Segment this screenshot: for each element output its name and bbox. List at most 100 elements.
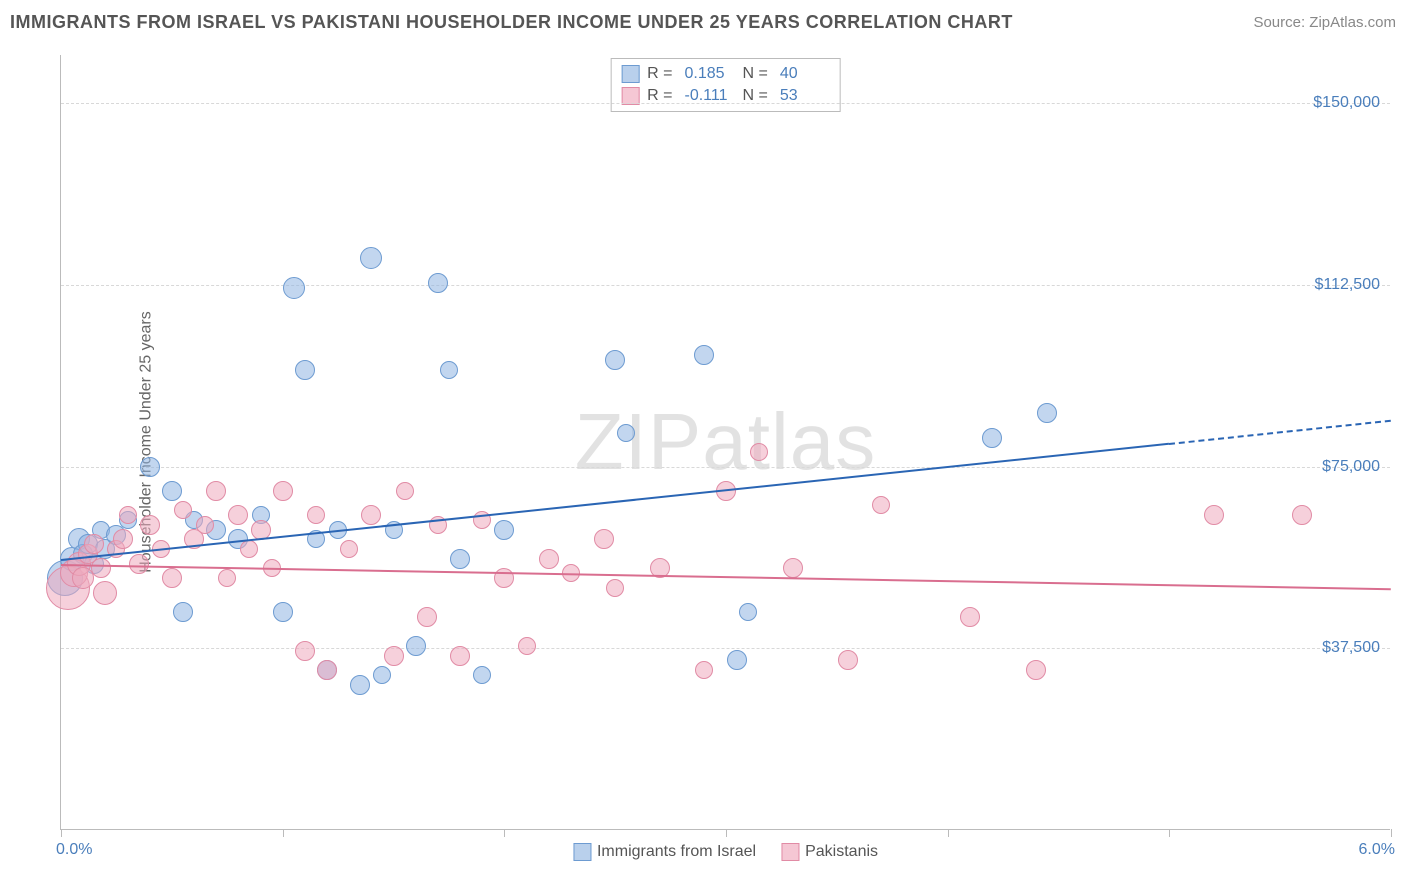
data-point [360, 247, 382, 269]
x-tick [1169, 829, 1170, 837]
data-point [340, 540, 358, 558]
data-point [373, 666, 391, 684]
gridline [61, 285, 1390, 286]
data-point [1204, 505, 1224, 525]
data-point [361, 505, 381, 525]
y-tick-label: $112,500 [1314, 276, 1380, 294]
data-point [307, 506, 325, 524]
data-point [605, 350, 625, 370]
data-point [93, 581, 117, 605]
gridline [61, 467, 1390, 468]
data-point [473, 666, 491, 684]
x-tick [283, 829, 284, 837]
x-tick [61, 829, 62, 837]
data-point [606, 579, 624, 597]
trend-line [1169, 419, 1391, 444]
data-point [1026, 660, 1046, 680]
y-tick-label: $75,000 [1322, 458, 1380, 476]
data-point [84, 534, 104, 554]
data-point [384, 646, 404, 666]
data-point [406, 636, 426, 656]
data-point [140, 515, 160, 535]
watermark: ZIPatlas [575, 396, 876, 488]
data-point [727, 650, 747, 670]
data-point [739, 603, 757, 621]
data-point [872, 496, 890, 514]
data-point [140, 457, 160, 477]
x-tick [948, 829, 949, 837]
data-point [162, 481, 182, 501]
data-point [396, 482, 414, 500]
legend-r-label: R = [647, 87, 672, 105]
y-tick-label: $37,500 [1322, 639, 1380, 657]
x-tick [726, 829, 727, 837]
legend-n-value-0: 40 [780, 65, 830, 83]
data-point [283, 277, 305, 299]
data-point [539, 549, 559, 569]
data-point [228, 505, 248, 525]
title-bar: IMMIGRANTS FROM ISRAEL VS PAKISTANI HOUS… [10, 12, 1396, 33]
data-point [428, 273, 448, 293]
x-axis-label-max: 6.0% [1359, 841, 1395, 859]
data-point [295, 641, 315, 661]
data-point [982, 428, 1002, 448]
legend-r-value-0: 0.185 [685, 65, 735, 83]
data-point [119, 506, 137, 524]
data-point [1292, 505, 1312, 525]
data-point [206, 481, 226, 501]
trend-line [61, 564, 1391, 590]
data-point [174, 501, 192, 519]
legend-r-value-1: -0.111 [685, 87, 735, 105]
data-point [695, 661, 713, 679]
legend-n-label: N = [743, 65, 768, 83]
legend-swatch-series-0 [621, 65, 639, 83]
legend-label-series-1: Pakistanis [805, 843, 878, 861]
data-point [494, 520, 514, 540]
data-point [240, 540, 258, 558]
data-point [440, 361, 458, 379]
y-tick-label: $150,000 [1313, 94, 1380, 112]
data-point [694, 345, 714, 365]
data-point [750, 443, 768, 461]
data-point [196, 516, 214, 534]
data-point [273, 481, 293, 501]
legend-label-series-0: Immigrants from Israel [597, 843, 756, 861]
data-point [617, 424, 635, 442]
data-point [317, 660, 337, 680]
legend-series: Immigrants from Israel Pakistanis [573, 843, 878, 861]
x-axis-label-min: 0.0% [56, 841, 92, 859]
data-point [838, 650, 858, 670]
data-point [162, 568, 182, 588]
data-point [450, 549, 470, 569]
data-point [350, 675, 370, 695]
data-point [450, 646, 470, 666]
legend-swatch-series-1 [781, 843, 799, 861]
x-tick [504, 829, 505, 837]
data-point [417, 607, 437, 627]
legend-r-label: R = [647, 65, 672, 83]
watermark-zip: ZIP [575, 397, 702, 486]
data-point [273, 602, 293, 622]
legend-row-series-0: R = 0.185 N = 40 [621, 63, 830, 85]
trend-line [61, 443, 1170, 561]
data-point [113, 529, 133, 549]
legend-item-series-1: Pakistanis [781, 843, 878, 861]
legend-n-label: N = [743, 87, 768, 105]
data-point [173, 602, 193, 622]
data-point [218, 569, 236, 587]
data-point [1037, 403, 1057, 423]
data-point [960, 607, 980, 627]
chart-title: IMMIGRANTS FROM ISRAEL VS PAKISTANI HOUS… [10, 12, 1013, 33]
gridline [61, 103, 1390, 104]
data-point [594, 529, 614, 549]
data-point [91, 558, 111, 578]
data-point [518, 637, 536, 655]
data-point [295, 360, 315, 380]
x-tick [1391, 829, 1392, 837]
data-point [783, 558, 803, 578]
legend-n-value-1: 53 [780, 87, 830, 105]
legend-swatch-series-1 [621, 87, 639, 105]
chart-area: ZIPatlas Householder Income Under 25 yea… [60, 55, 1390, 830]
gridline [61, 648, 1390, 649]
legend-swatch-series-0 [573, 843, 591, 861]
